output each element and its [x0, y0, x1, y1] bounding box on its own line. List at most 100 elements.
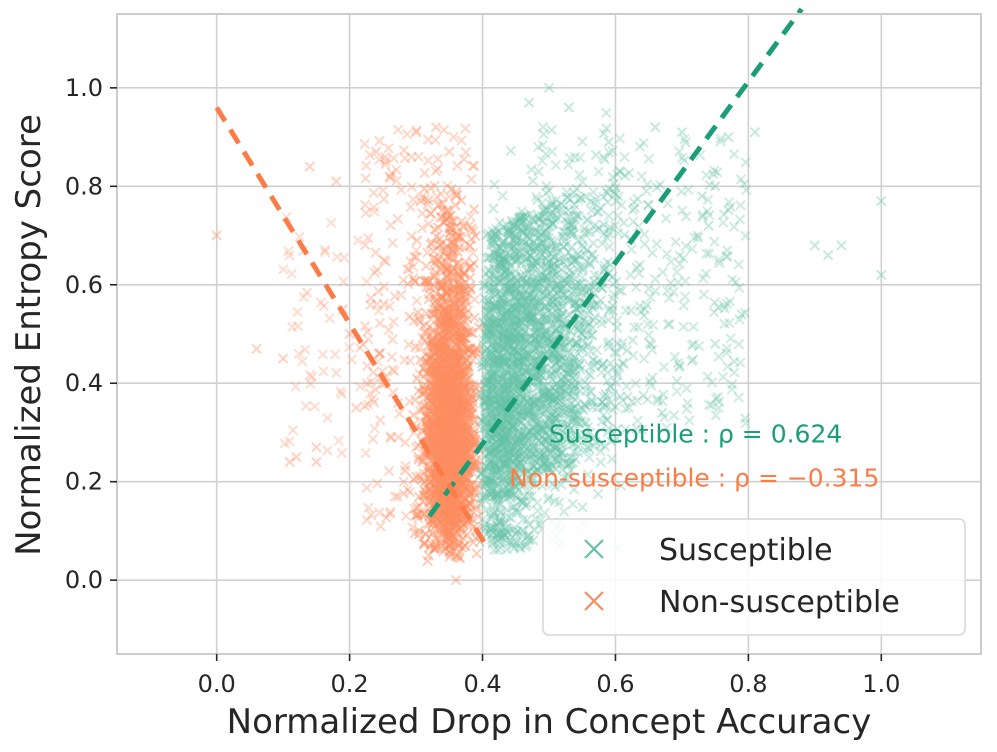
data-point-susceptible — [495, 407, 507, 418]
data-point-susceptible — [514, 285, 525, 297]
data-point-susceptible — [603, 136, 615, 148]
data-point-susceptible — [729, 367, 740, 378]
data-point-susceptible — [552, 441, 563, 452]
data-point-susceptible — [547, 296, 559, 307]
data-point-susceptible — [547, 418, 559, 429]
data-point-susceptible — [547, 427, 559, 439]
data-point-susceptible — [511, 345, 523, 356]
data-point-susceptible — [577, 502, 588, 513]
data-point-susceptible — [643, 199, 654, 211]
data-point-susceptible — [555, 350, 566, 362]
data-point-susceptible — [728, 148, 740, 160]
data-point-susceptible — [584, 318, 595, 329]
data-point-susceptible — [516, 330, 527, 341]
data-point-susceptible — [551, 306, 563, 317]
data-point-susceptible — [515, 538, 526, 549]
data-point-susceptible — [502, 314, 513, 325]
data-point-susceptible — [519, 467, 530, 479]
data-point-susceptible — [514, 478, 525, 489]
data-point-susceptible — [538, 343, 549, 355]
data-point-susceptible — [487, 332, 499, 343]
data-point-susceptible — [485, 377, 497, 388]
data-point-susceptible — [495, 507, 507, 519]
data-point-susceptible — [501, 488, 512, 500]
data-point-susceptible — [499, 450, 510, 461]
data-point-susceptible — [495, 537, 506, 548]
data-point-susceptible — [484, 326, 496, 337]
data-point-susceptible — [541, 180, 552, 192]
data-point-susceptible — [562, 421, 574, 432]
data-point-susceptible — [510, 506, 522, 518]
data-point-susceptible — [503, 388, 514, 399]
data-point-susceptible — [484, 482, 496, 494]
data-point-susceptible — [492, 332, 503, 343]
data-point-susceptible — [520, 366, 532, 378]
data-point-susceptible — [484, 478, 496, 489]
data-point-susceptible — [611, 315, 623, 327]
data-point-susceptible — [590, 194, 601, 205]
data-point-susceptible — [495, 401, 507, 412]
data-point-susceptible — [733, 339, 745, 350]
data-point-susceptible — [586, 248, 597, 260]
data-point-susceptible — [517, 353, 529, 364]
data-point-susceptible — [533, 435, 545, 447]
data-point-susceptible — [545, 314, 557, 325]
data-point-susceptible — [494, 406, 506, 418]
data-point-susceptible — [482, 374, 493, 385]
data-point-susceptible — [569, 410, 581, 421]
data-point-susceptible — [502, 426, 514, 438]
data-point-susceptible — [497, 488, 509, 499]
data-point-susceptible — [836, 240, 847, 251]
data-point-susceptible — [548, 390, 559, 401]
data-point-susceptible — [717, 371, 729, 383]
data-point-susceptible — [513, 355, 524, 366]
data-point-susceptible — [600, 107, 612, 119]
data-point-susceptible — [515, 288, 526, 299]
data-point-susceptible — [494, 447, 506, 458]
data-point-susceptible — [526, 242, 537, 253]
data-point-susceptible — [493, 275, 505, 287]
data-point-susceptible — [735, 357, 746, 368]
data-point-susceptible — [549, 380, 561, 391]
data-point-susceptible — [557, 283, 569, 294]
data-point-susceptible — [555, 362, 567, 373]
data-point-susceptible — [477, 476, 488, 487]
data-point-susceptible — [516, 525, 528, 536]
data-point-susceptible — [546, 124, 557, 136]
data-point-susceptible — [512, 430, 524, 441]
data-point-susceptible — [488, 461, 500, 473]
data-point-susceptible — [531, 240, 543, 251]
data-point-susceptible — [527, 213, 538, 225]
data-point-susceptible — [735, 174, 747, 185]
data-point-susceptible — [501, 359, 512, 370]
data-point-susceptible — [538, 128, 549, 140]
data-point-susceptible — [498, 434, 510, 445]
data-point-susceptible — [506, 228, 517, 240]
data-point-susceptible — [486, 377, 498, 389]
data-point-susceptible — [506, 331, 518, 342]
data-point-susceptible — [551, 378, 562, 390]
data-point-susceptible — [497, 237, 509, 248]
data-point-susceptible — [514, 541, 525, 552]
data-point-susceptible — [663, 292, 675, 304]
data-point-susceptible — [527, 535, 539, 546]
data-point-susceptible — [541, 242, 552, 254]
data-point-susceptible — [639, 229, 650, 240]
data-point-susceptible — [558, 379, 569, 391]
data-point-susceptible — [507, 316, 518, 328]
data-point-susceptible — [506, 253, 518, 265]
data-point-susceptible — [508, 374, 520, 385]
data-point-susceptible — [506, 314, 517, 325]
data-point-susceptible — [514, 303, 525, 315]
data-point-susceptible — [524, 339, 536, 350]
data-point-susceptible — [526, 427, 538, 438]
data-point-susceptible — [499, 462, 510, 474]
data-point-susceptible — [503, 410, 515, 422]
data-point-susceptible — [722, 245, 733, 256]
data-point-susceptible — [484, 321, 495, 332]
data-point-susceptible — [529, 478, 541, 490]
data-point-susceptible — [539, 449, 550, 461]
data-point-susceptible — [508, 525, 520, 536]
data-point-susceptible — [717, 217, 729, 228]
data-point-susceptible — [503, 447, 514, 458]
